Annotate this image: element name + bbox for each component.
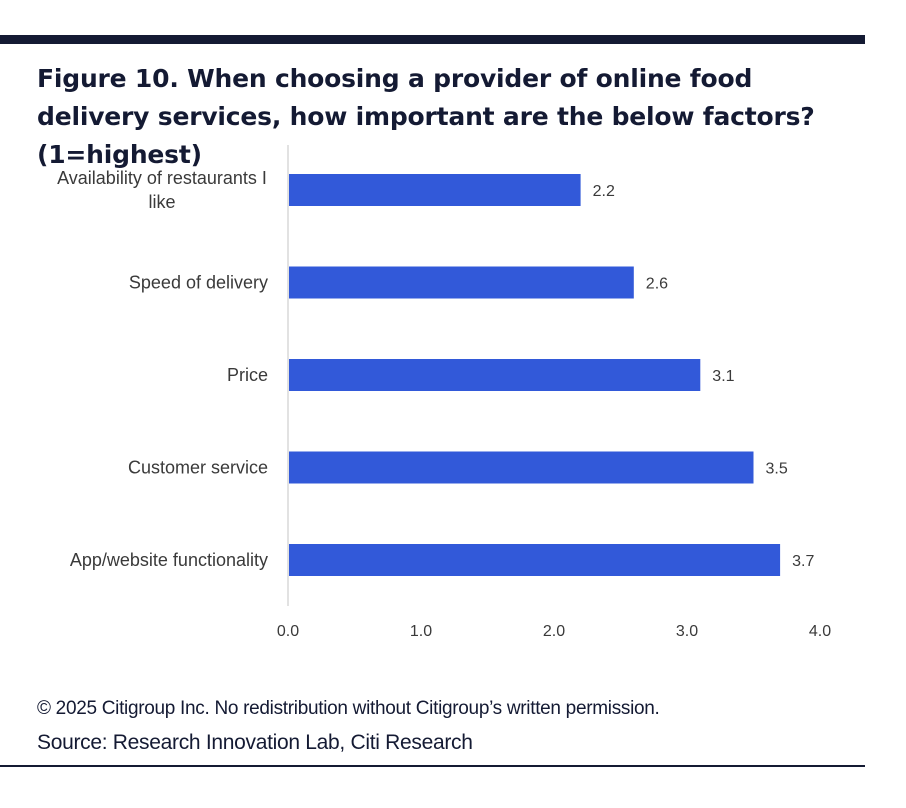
bar-2: [289, 266, 634, 299]
category-label-5: App/website functionality: [70, 550, 268, 570]
top-rule: [0, 35, 865, 44]
category-label-3: Price: [227, 365, 268, 385]
source-note: Source: Research Innovation Lab, Citi Re…: [37, 731, 473, 754]
bar-4: [289, 451, 754, 484]
data-label-5: 3.7: [792, 553, 814, 570]
x-tick-label-4: 3.0: [676, 623, 698, 640]
data-label-4: 3.5: [766, 461, 788, 478]
data-label-2: 2.6: [646, 276, 668, 293]
figure-title: Figure 10. When choosing a provider of o…: [37, 64, 815, 169]
bar-5: [289, 544, 781, 576]
bar-3: [289, 359, 701, 391]
category-label-2: Speed of delivery: [129, 273, 268, 293]
category-label-line: Availability of restaurants I: [57, 168, 267, 188]
bottom-rule: [0, 765, 865, 767]
data-label-3: 3.1: [712, 368, 734, 385]
x-tick-label-2: 1.0: [410, 623, 432, 640]
x-tick-label-3: 2.0: [543, 623, 565, 640]
x-tick-label-1: 0.0: [277, 623, 299, 640]
bar-chart: 2.2 Availability of restaurants I like 2.6 S…: [57, 145, 831, 640]
category-label-4: Customer service: [128, 458, 268, 478]
data-label-1: 2.2: [593, 183, 615, 200]
copyright-notice: © 2025 Citigroup Inc. No redistribution …: [37, 698, 660, 719]
x-tick-label-5: 4.0: [809, 623, 831, 640]
bar-1: [289, 174, 581, 206]
category-label-line: like: [148, 192, 175, 212]
category-label-1: Availability of restaurants I like: [57, 168, 267, 212]
